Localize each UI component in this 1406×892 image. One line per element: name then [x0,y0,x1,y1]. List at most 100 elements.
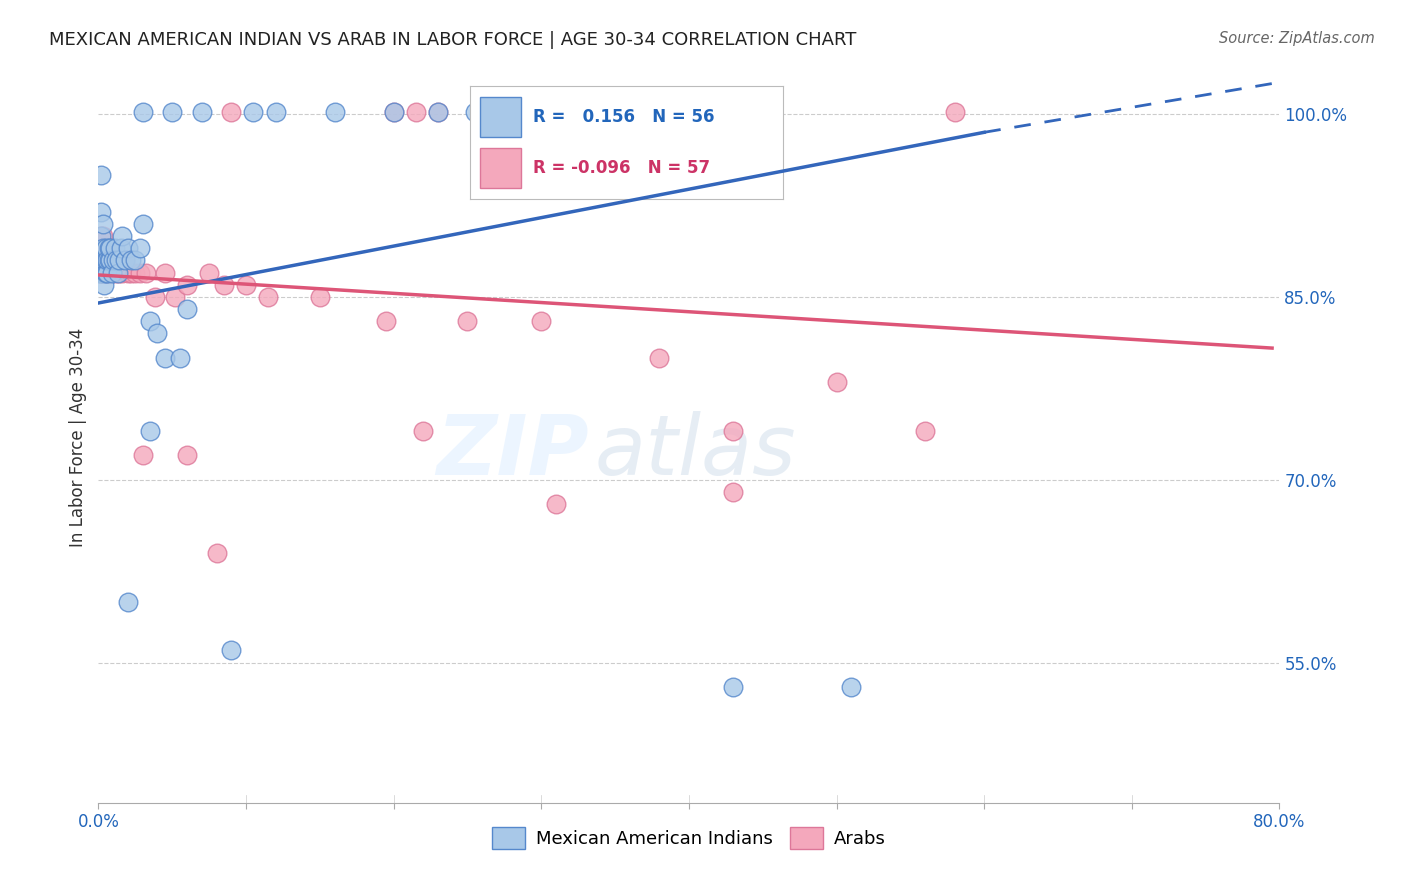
Point [90,253,112,268]
Point [117,594,139,608]
Point [457,314,479,328]
Point [153,265,176,279]
Point [914,424,936,438]
Point [103,253,125,268]
Point [110,241,132,255]
Point [97,265,120,279]
Point [98,253,121,268]
Point [309,290,332,304]
Text: Source: ZipAtlas.com: Source: ZipAtlas.com [1219,31,1375,46]
Point [723,424,745,438]
Point [93,265,115,279]
Point [90,265,112,279]
Point [169,351,191,365]
Point [486,104,509,119]
Point [97,241,120,255]
Point [375,314,398,328]
Point [94,241,117,255]
Point [139,314,162,328]
Point [108,253,131,268]
Point [91,217,114,231]
Point [124,265,146,279]
Y-axis label: In Labor Force | Age 30-34: In Labor Force | Age 30-34 [69,327,87,547]
Point [205,546,228,560]
Point [90,241,112,255]
Point [94,253,117,268]
Point [825,375,848,389]
Point [93,253,115,268]
Point [198,265,221,279]
Point [212,277,235,292]
Point [94,253,117,268]
Point [93,265,115,279]
Point [104,241,127,255]
Point [128,265,150,279]
Point [132,448,155,462]
Text: atlas: atlas [595,411,796,492]
Point [91,228,114,243]
Point [104,253,127,268]
Point [91,265,114,279]
Point [405,104,427,119]
Point [90,228,112,243]
Point [97,253,120,268]
Legend: Mexican American Indians, Arabs: Mexican American Indians, Arabs [485,820,893,856]
Point [242,104,264,119]
Point [943,104,966,119]
Point [464,104,486,119]
Point [110,253,132,268]
Point [98,241,121,255]
Point [93,241,115,255]
Point [97,253,120,268]
Point [723,484,745,499]
Point [264,104,287,119]
Text: MEXICAN AMERICAN INDIAN VS ARAB IN LABOR FORCE | AGE 30-34 CORRELATION CHART: MEXICAN AMERICAN INDIAN VS ARAB IN LABOR… [49,31,856,49]
Point [221,643,243,657]
Point [94,265,117,279]
Point [93,253,115,268]
Point [93,277,115,292]
Point [501,104,523,119]
Point [132,104,155,119]
Point [427,104,450,119]
Point [96,265,118,279]
Point [146,326,169,341]
Point [128,241,150,255]
Point [427,104,450,119]
Point [176,301,198,316]
Point [89,265,111,279]
Point [575,104,598,119]
Point [89,265,111,279]
Point [91,253,114,268]
Point [723,680,745,694]
Point [96,253,118,268]
Point [153,351,176,365]
Point [191,104,214,119]
Point [124,253,146,268]
Point [89,253,111,268]
Point [91,241,114,255]
Point [89,241,111,255]
Point [90,168,112,182]
Point [162,104,183,119]
Point [323,104,346,119]
Point [516,104,538,119]
Point [90,253,112,268]
Point [382,104,405,119]
Point [117,241,139,255]
Point [111,265,134,279]
Point [471,104,494,119]
Point [98,241,121,255]
Point [257,290,280,304]
Point [132,217,155,231]
Point [546,497,568,511]
Point [105,265,128,279]
Point [135,265,157,279]
Point [221,104,243,119]
Point [382,104,405,119]
Point [107,265,129,279]
Point [114,253,136,268]
Point [176,277,198,292]
Point [139,424,162,438]
Point [96,265,118,279]
